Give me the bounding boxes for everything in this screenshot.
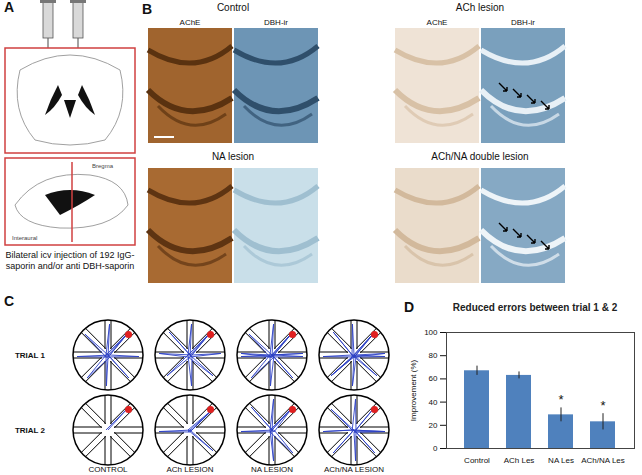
svg-text:60: 60	[429, 374, 438, 383]
html-text:Reduced errors between trial 1: Reduced errors between trial 1 & 2	[452, 302, 618, 313]
svg-text:DBH-ir: DBH-ir	[511, 18, 535, 27]
svg-text:ACh/NA LESION: ACh/NA LESION	[324, 465, 384, 474]
svg-text:0: 0	[433, 444, 438, 453]
html-text:Bilateral icv injection of 192: Bilateral icv injection of 192 IgG-sapor…	[5, 250, 135, 271]
svg-text:NA LESION: NA LESION	[251, 465, 293, 474]
svg-text:Improvement (%): Improvement (%)	[409, 359, 418, 421]
svg-text:Interaural: Interaural	[12, 235, 37, 241]
svg-text:NA lesion: NA lesion	[212, 151, 254, 162]
svg-text:40: 40	[429, 398, 438, 407]
svg-text:ACh/NA Les: ACh/NA Les	[581, 456, 625, 465]
svg-text:*: *	[600, 398, 605, 413]
svg-text:Bregma: Bregma	[92, 163, 114, 169]
svg-text:A: A	[4, 0, 14, 15]
svg-text:20: 20	[429, 421, 438, 430]
svg-text:NA Les: NA Les	[548, 456, 574, 465]
svg-text:Control: Control	[217, 2, 249, 13]
svg-text:ACh LESION: ACh LESION	[166, 465, 213, 474]
svg-text:AChE: AChE	[180, 18, 201, 27]
svg-text:D: D	[404, 299, 414, 315]
svg-text:DBH-ir: DBH-ir	[264, 18, 288, 27]
svg-text:100: 100	[424, 328, 438, 337]
svg-text:B: B	[142, 1, 152, 17]
svg-text:ACh lesion: ACh lesion	[456, 2, 504, 13]
svg-text:TRIAL 1: TRIAL 1	[15, 351, 46, 360]
svg-text:ACh Les: ACh Les	[504, 456, 535, 465]
svg-text:C: C	[4, 293, 14, 309]
svg-text:TRIAL 2: TRIAL 2	[15, 426, 46, 435]
svg-text:Control: Control	[464, 456, 490, 465]
svg-text:80: 80	[429, 351, 438, 360]
svg-text:AChE: AChE	[427, 18, 448, 27]
svg-text:ACh/NA double lesion: ACh/NA double lesion	[431, 151, 528, 162]
svg-text:*: *	[558, 392, 563, 407]
svg-text:CONTROL: CONTROL	[88, 465, 128, 474]
